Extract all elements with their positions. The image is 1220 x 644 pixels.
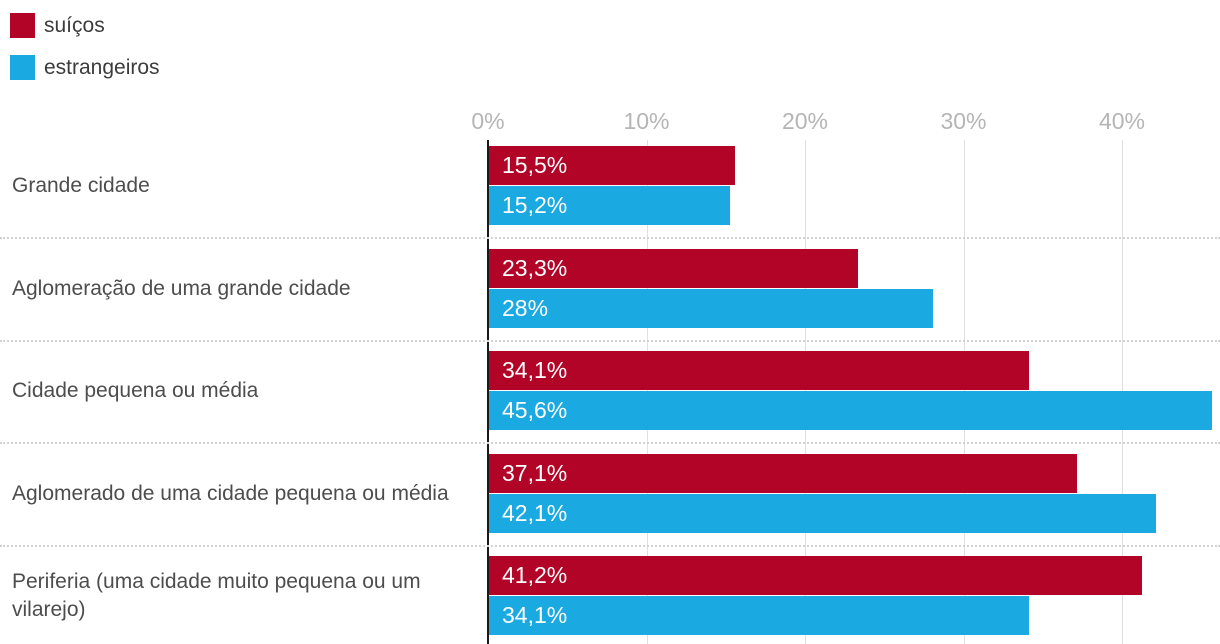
bar-suicos: 34,1%	[489, 351, 1029, 390]
bar-value-label: 42,1%	[502, 500, 568, 526]
x-tick-label: 30%	[940, 108, 987, 134]
category-label: Aglomerado de uma cidade pequena ou médi…	[12, 481, 449, 505]
bar-estrangeiros: 34,1%	[489, 596, 1029, 635]
bar-estrangeiros: 15,2%	[489, 186, 730, 225]
bar-estrangeiros: 42,1%	[489, 494, 1156, 533]
bar-value-label: 34,1%	[502, 602, 568, 628]
legend-label-suicos: suíços	[44, 13, 105, 37]
bar-value-label: 45,6%	[502, 397, 568, 423]
bar-value-label: 15,2%	[502, 192, 568, 218]
bar-estrangeiros: 28%	[489, 289, 933, 328]
row-separator	[0, 545, 1220, 547]
category-label: Cidade pequena ou média	[12, 378, 259, 402]
x-tick-label: 10%	[623, 108, 670, 134]
category-label: Periferia (uma cidade muito pequena ou u…	[12, 569, 421, 621]
y-axis-line	[487, 140, 489, 644]
legend-item-estrangeiros: estrangeiros	[10, 55, 160, 80]
bar-value-label: 28%	[502, 295, 549, 321]
row-separator	[0, 442, 1220, 444]
bar-value-label: 37,1%	[502, 460, 568, 486]
x-tick-label: 40%	[1098, 108, 1146, 134]
bar-value-label: 23,3%	[502, 255, 568, 281]
bar-value-label: 34,1%	[502, 357, 568, 383]
bar-suicos: 15,5%	[489, 146, 735, 185]
category-label: Grande cidade	[12, 173, 150, 197]
legend-swatch-estrangeiros	[10, 55, 35, 80]
legend-label-estrangeiros: estrangeiros	[44, 55, 160, 79]
bar-suicos: 41,2%	[489, 556, 1142, 595]
x-tick-label: 20%	[781, 108, 829, 134]
bar-suicos: 23,3%	[489, 249, 858, 288]
x-tick-label: 0%	[471, 108, 505, 134]
bar-value-label: 41,2%	[502, 562, 568, 588]
legend-item-suicos: suíços	[10, 13, 105, 38]
bar-value-label: 15,5%	[502, 152, 568, 178]
bar-suicos: 37,1%	[489, 454, 1077, 493]
category-label: Aglomeração de uma grande cidade	[12, 276, 351, 300]
row-separator	[0, 340, 1220, 342]
bar-estrangeiros: 45,6%	[489, 391, 1212, 430]
legend-swatch-suicos	[10, 13, 35, 38]
row-separator	[0, 237, 1220, 239]
